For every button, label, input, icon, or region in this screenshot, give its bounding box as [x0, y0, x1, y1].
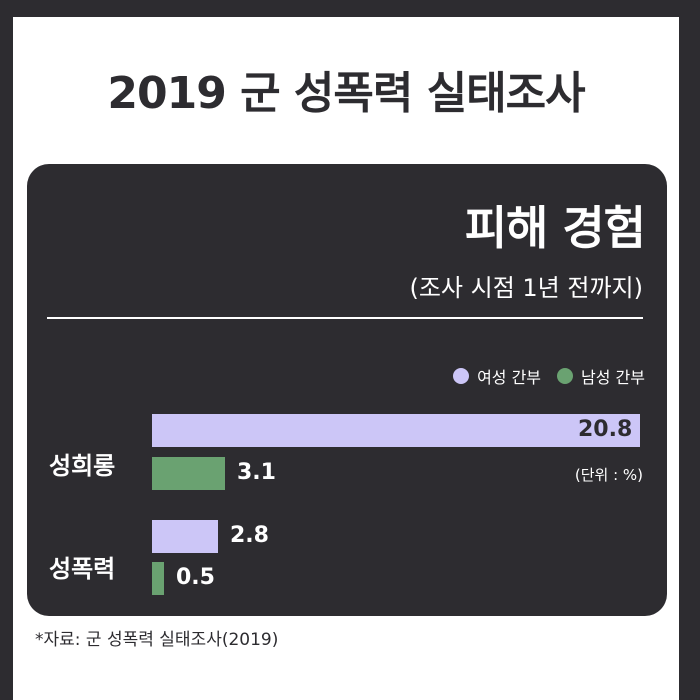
legend-swatch-female — [453, 368, 470, 384]
source-note: *자료: 군 성폭력 실태조사(2019) — [35, 630, 279, 650]
legend-swatch-male — [557, 368, 574, 384]
bar-female-0 — [152, 414, 640, 447]
bar-female-1 — [152, 520, 218, 553]
legend-item-female: 여성 간부 — [453, 364, 541, 388]
category-label-assault: 성폭력 — [49, 555, 116, 583]
chart-title: 피해 경험 — [464, 201, 646, 255]
chart-subtitle: (조사 시점 1년 전까지) — [409, 274, 643, 302]
unit-label: (단위 : %) — [574, 466, 643, 484]
bar-male-1 — [152, 562, 164, 595]
bar-value-label: 2.8 — [230, 523, 269, 548]
bar-value-label: 20.8 — [578, 417, 633, 442]
chart-panel: 피해 경험 (조사 시점 1년 전까지) 여성 간부 남성 간부 성희롱 성폭력… — [27, 164, 667, 616]
poster-sheet: 2019 군 성폭력 실태조사 피해 경험 (조사 시점 1년 전까지) 여성 … — [13, 17, 679, 700]
bar-male-0 — [152, 457, 225, 490]
divider — [47, 317, 643, 319]
category-label-harassment: 성희롱 — [49, 452, 116, 480]
page-title: 2019 군 성폭력 실태조사 — [107, 68, 585, 119]
legend: 여성 간부 남성 간부 — [453, 364, 645, 388]
bar-value-label: 0.5 — [176, 565, 215, 590]
legend-label-female: 여성 간부 — [477, 368, 542, 387]
bar-value-label: 3.1 — [237, 460, 276, 485]
legend-item-male: 남성 간부 — [557, 364, 645, 388]
legend-label-male: 남성 간부 — [581, 368, 645, 387]
